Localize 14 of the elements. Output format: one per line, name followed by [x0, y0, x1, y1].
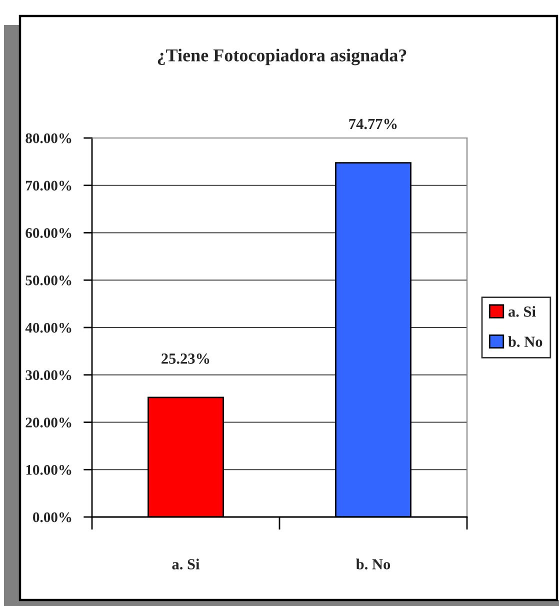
- y-tick-label: 30.00%: [26, 370, 72, 380]
- y-tick-label: 0.00%: [33, 512, 72, 522]
- data-label: 25.23%: [162, 354, 210, 364]
- y-tick-label: 50.00%: [26, 275, 72, 286]
- chart-title: ¿Tiene Fotocopiadora asignada?: [158, 48, 406, 66]
- y-tick-label: 20.00%: [26, 418, 72, 428]
- y-tick-label: 40.00%: [25, 322, 72, 333]
- y-tick-label: 80.00%: [26, 133, 72, 144]
- data-label: 74.77%: [349, 118, 397, 130]
- legend-label: a. Si: [508, 306, 536, 317]
- y-tick-label: 10.00%: [26, 464, 72, 475]
- legend-label: b. No: [508, 336, 542, 347]
- y-tick-label: 60.00%: [26, 228, 72, 238]
- y-tick-label: 70.00%: [26, 180, 72, 191]
